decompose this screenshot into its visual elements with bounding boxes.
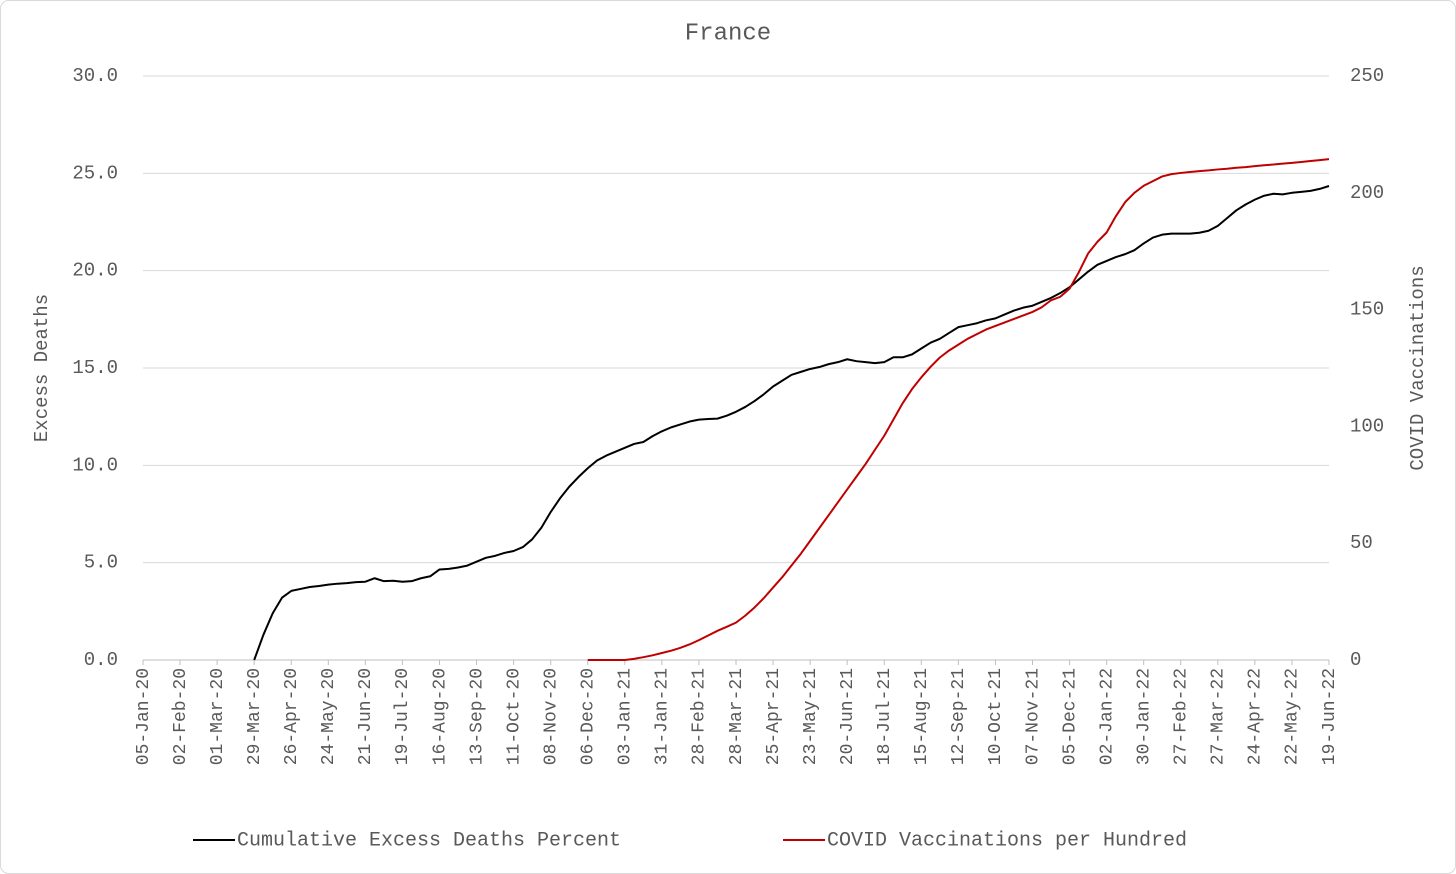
y-tick-label: 10.0 xyxy=(72,454,118,476)
x-tick-label: 23-May-21 xyxy=(801,668,821,765)
x-tick-label: 05-Jan-20 xyxy=(134,668,154,765)
x-tick-label: 15-Aug-21 xyxy=(912,668,932,765)
x-tick-label: 21-Jun-20 xyxy=(356,668,376,765)
x-tick-label: 11-Oct-20 xyxy=(504,668,524,765)
y2-tick-label: 100 xyxy=(1350,415,1384,437)
x-tick-label: 28-Mar-21 xyxy=(727,668,747,765)
x-tick-label: 19-Jun-22 xyxy=(1320,668,1340,765)
y-tick-label: 25.0 xyxy=(72,162,118,184)
x-tick-label: 31-Jan-21 xyxy=(653,668,673,765)
x-tick-label: 29-Mar-20 xyxy=(245,668,265,765)
x-tick-label: 01-Mar-20 xyxy=(208,668,228,765)
x-tick-label: 06-Dec-20 xyxy=(579,668,599,765)
x-tick-label: 22-May-22 xyxy=(1283,668,1303,765)
x-tick-label: 02-Feb-20 xyxy=(171,668,191,765)
x-tick-label: 19-Jul-20 xyxy=(393,668,413,765)
legend-label: Cumulative Excess Deaths Percent xyxy=(237,829,621,852)
x-tick-label: 28-Feb-21 xyxy=(690,668,710,765)
legend-label: COVID Vaccinations per Hundred xyxy=(827,829,1187,852)
x-tick-label: 18-Jul-21 xyxy=(875,668,895,765)
y-tick-label: 5.0 xyxy=(84,552,118,574)
x-tick-label: 08-Nov-20 xyxy=(541,668,561,765)
y-tick-label: 15.0 xyxy=(72,357,118,379)
y2-tick-label: 0 xyxy=(1350,649,1361,671)
y2-axis-title: COVID Vaccinations xyxy=(1407,265,1429,470)
x-tick-label: 12-Sep-21 xyxy=(949,668,969,765)
x-tick-label: 27-Feb-22 xyxy=(1172,668,1192,765)
y-tick-label: 30.0 xyxy=(72,65,118,87)
x-tick-label: 25-Apr-21 xyxy=(764,668,784,765)
x-tick-label: 24-Apr-22 xyxy=(1246,668,1266,765)
x-tick-label: 05-Dec-21 xyxy=(1060,668,1080,765)
y2-tick-label: 250 xyxy=(1350,65,1384,87)
x-tick-label: 26-Apr-20 xyxy=(282,668,302,765)
data-line xyxy=(253,185,1330,661)
x-tick-label: 13-Sep-20 xyxy=(467,668,487,765)
x-tick-label: 03-Jan-21 xyxy=(616,668,636,765)
y2-tick-label: 150 xyxy=(1350,299,1384,321)
x-tick-label: 20-Jun-21 xyxy=(838,668,858,765)
y-tick-label: 20.0 xyxy=(72,260,118,282)
data-line xyxy=(587,158,1330,661)
x-tick-label: 24-May-20 xyxy=(319,668,339,765)
x-tick-label: 16-Aug-20 xyxy=(430,668,450,765)
x-tick-label: 10-Oct-21 xyxy=(986,668,1006,765)
x-tick-label: 07-Nov-21 xyxy=(1023,668,1043,765)
y-tick-label: 0.0 xyxy=(84,649,118,671)
y2-tick-label: 200 xyxy=(1350,182,1384,204)
x-tick-label: 30-Jan-22 xyxy=(1134,668,1154,765)
chart-title: France xyxy=(685,20,771,47)
x-tick-label: 27-Mar-22 xyxy=(1209,668,1229,765)
y2-tick-label: 50 xyxy=(1350,532,1373,554)
y-axis-title: Excess Deaths xyxy=(31,294,53,442)
x-tick-label: 02-Jan-22 xyxy=(1097,668,1117,765)
